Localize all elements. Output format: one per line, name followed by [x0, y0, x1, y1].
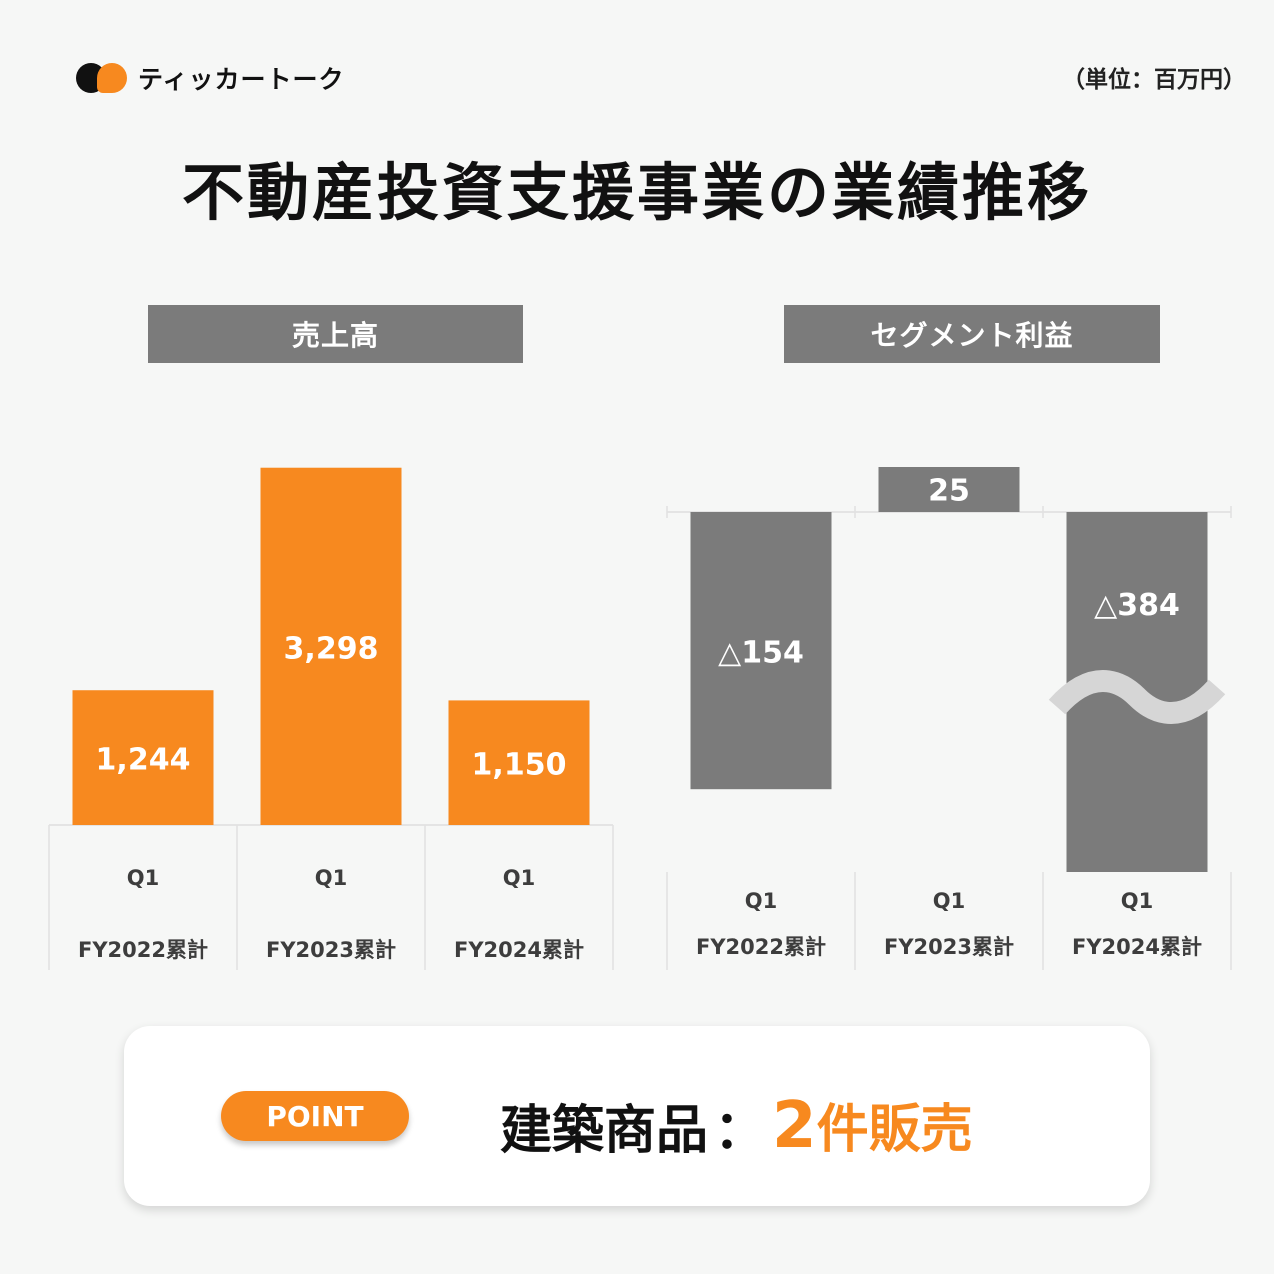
profit-tick-quarter: Q1	[1121, 889, 1153, 913]
sales-chart: 1,244 3,298 1,150 Q1 FY2022累計 Q1 FY2023累計 Q1 FY…	[48, 467, 614, 970]
sales-value-label: 1,244	[96, 743, 191, 778]
sales-chart-title: 売上高	[148, 305, 523, 363]
point-value: 2件販売	[772, 1087, 973, 1163]
profit-tick-quarter: Q1	[933, 889, 965, 913]
sales-tick-quarter: Q1	[503, 866, 535, 890]
point-label: 建築商品	[500, 1100, 709, 1161]
two-dots-logo-icon	[74, 58, 136, 98]
sales-tick-period: FY2024累計	[454, 938, 584, 962]
sales-tick-quarter: Q1	[315, 866, 347, 890]
profit-tick-period: FY2024累計	[1072, 935, 1202, 959]
page-title: 不動産投資支援事業の業績推移	[181, 156, 1092, 229]
axis-break-mark	[1048, 670, 1226, 724]
profit-tick-period: FY2023累計	[884, 935, 1014, 959]
point-value-number: 2	[772, 1089, 817, 1163]
profit-value-label: 25	[928, 474, 970, 509]
point-badge: POINT	[221, 1091, 409, 1141]
profit-chart: △154 25 △384 Q1 FY2022累計 Q1 FY2023累計 Q1 FY2024累…	[666, 467, 1232, 970]
point-colon: ：	[714, 1100, 767, 1161]
profit-bar	[878, 467, 1020, 512]
sales-tick-period: FY2022累計	[78, 938, 208, 962]
sales-bar	[72, 690, 214, 825]
brand: ティッカートーク	[74, 58, 345, 98]
sales-bar	[260, 467, 402, 825]
brand-name: ティッカートーク	[138, 65, 345, 94]
sales-value-label: 1,150	[472, 748, 567, 783]
sales-tick-period: FY2023累計	[266, 938, 396, 962]
profit-value-label: △154	[718, 636, 804, 671]
profit-tick-period: FY2022累計	[696, 935, 826, 959]
sales-value-label: 3,298	[284, 631, 379, 666]
point-value-unit: 件販売	[816, 1100, 973, 1160]
profit-tick-quarter: Q1	[745, 889, 777, 913]
profit-bar	[690, 512, 832, 790]
profit-value-label: △384	[1094, 588, 1180, 623]
sales-bar	[448, 700, 590, 825]
point-text: 建築商品 ： 2件販売	[500, 1080, 973, 1170]
sales-tick-quarter: Q1	[127, 866, 159, 890]
profit-chart-title: セグメント利益	[784, 305, 1160, 363]
unit-note: （単位：百万円）	[1062, 67, 1246, 93]
